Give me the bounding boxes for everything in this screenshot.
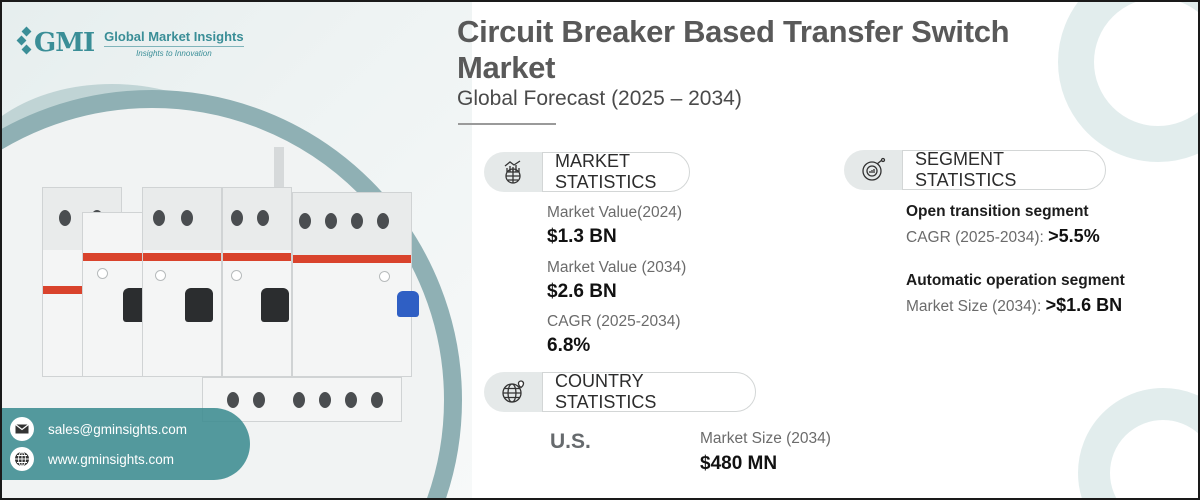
logo-letters: GMI xyxy=(34,28,95,58)
segment-statistics-header: SEGMENT STATISTICS xyxy=(844,149,1106,190)
circuit-breaker-image xyxy=(2,147,432,422)
country-stat-label: Market Size (2034) xyxy=(700,430,831,447)
segment-stat-label: Market Size (2034): xyxy=(906,298,1042,315)
stat-label: Market Value(2024) xyxy=(547,204,682,221)
email-row[interactable]: sales@gminsights.com xyxy=(10,414,250,444)
stat-label: CAGR (2025-2034) xyxy=(547,313,681,330)
stat-value: $2.6 BN xyxy=(547,281,617,302)
segment-title: Open transition segment xyxy=(906,203,1089,220)
breaker-module xyxy=(82,212,152,377)
decorative-ring-top-right xyxy=(1058,2,1198,162)
page-title: Circuit Breaker Based Transfer Switch Ma… xyxy=(457,14,1010,85)
country-name: U.S. xyxy=(550,430,591,453)
website-link[interactable]: www.gminsights.com xyxy=(48,451,175,467)
market-statistics-header: MARKET STATISTICS xyxy=(484,151,690,192)
segment-statistics-title: SEGMENT STATISTICS xyxy=(902,149,1106,190)
globe-pin-icon xyxy=(484,372,542,412)
segment-stat-label: CAGR (2025-2034): xyxy=(906,229,1044,246)
brand-name: Global Market Insights xyxy=(104,29,244,47)
segment-stat-value: >$1.6 BN xyxy=(1045,295,1123,315)
logo-mark: GMI xyxy=(16,26,95,58)
stat-value: 6.8% xyxy=(547,335,591,356)
market-statistics-title: MARKET STATISTICS xyxy=(542,151,690,192)
stat-label: Market Value (2034) xyxy=(547,259,687,276)
segment-stat-line: CAGR (2025-2034): >5.5% xyxy=(906,226,1100,247)
pie-target-icon xyxy=(844,150,902,190)
breaker-module-lower xyxy=(202,377,402,422)
globe-icon xyxy=(10,447,34,471)
email-link[interactable]: sales@gminsights.com xyxy=(48,421,188,437)
breaker-module xyxy=(142,187,222,377)
gmi-logo: GMI Global Market Insights Insights to I… xyxy=(16,26,244,58)
decorative-ring-bottom-right xyxy=(1078,388,1198,498)
globe-chart-icon xyxy=(484,152,542,192)
envelope-icon xyxy=(10,417,34,441)
rcd-module xyxy=(292,192,419,377)
segment-title: Automatic operation segment xyxy=(906,272,1125,289)
country-statistics-header: COUNTRY STATISTICS xyxy=(484,371,756,412)
contact-panel: sales@gminsights.com www.gminsights.com xyxy=(2,408,250,480)
country-statistics-title: COUNTRY STATISTICS xyxy=(542,371,756,412)
page-subtitle: Global Forecast (2025 – 2034) xyxy=(457,87,742,110)
breaker-module xyxy=(222,187,292,377)
country-stat-value: $480 MN xyxy=(700,453,778,474)
stat-value: $1.3 BN xyxy=(547,226,617,247)
brand-tagline: Insights to Innovation xyxy=(136,48,212,58)
title-divider xyxy=(458,123,556,125)
segment-stat-line: Market Size (2034): >$1.6 BN xyxy=(906,295,1122,316)
segment-stat-value: >5.5% xyxy=(1048,226,1100,246)
website-row[interactable]: www.gminsights.com xyxy=(10,444,250,474)
diamond-icon xyxy=(16,26,32,58)
